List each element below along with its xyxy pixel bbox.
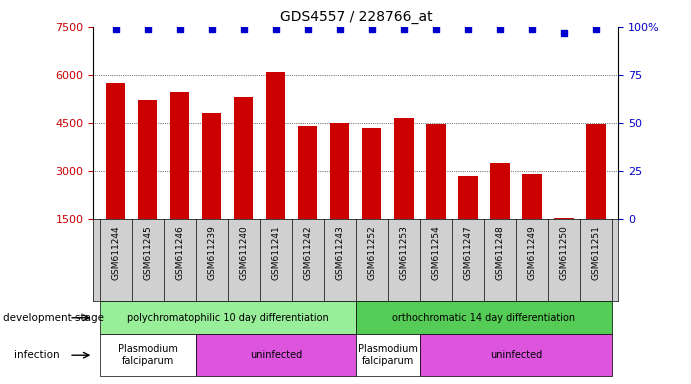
Text: GSM611251: GSM611251: [591, 225, 600, 280]
Bar: [362, 127, 381, 219]
Text: GSM611249: GSM611249: [527, 225, 536, 280]
Text: polychromatophilic 10 day differentiation: polychromatophilic 10 day differentiatio…: [127, 313, 329, 323]
Text: Plasmodium
falciparum: Plasmodium falciparum: [358, 344, 418, 366]
Bar: [234, 97, 254, 219]
Bar: [299, 126, 317, 219]
Bar: [491, 163, 509, 219]
Bar: [426, 124, 446, 219]
Text: GSM611254: GSM611254: [431, 225, 440, 280]
Bar: [330, 123, 350, 219]
Bar: [196, 334, 356, 376]
Text: GSM611244: GSM611244: [111, 225, 120, 280]
Bar: [356, 301, 612, 334]
Text: Plasmodium
falciparum: Plasmodium falciparum: [117, 344, 178, 366]
Text: infection: infection: [14, 350, 59, 360]
Text: GSM611242: GSM611242: [303, 225, 312, 280]
Text: uninfected: uninfected: [249, 350, 302, 360]
Text: orthochromatic 14 day differentiation: orthochromatic 14 day differentiation: [392, 313, 576, 323]
Text: GSM611241: GSM611241: [272, 225, 281, 280]
Bar: [202, 113, 221, 219]
Text: GSM611243: GSM611243: [335, 225, 344, 280]
Text: GSM611252: GSM611252: [368, 225, 377, 280]
Text: GSM611246: GSM611246: [176, 225, 184, 280]
Text: development stage: development stage: [3, 313, 104, 323]
Bar: [458, 176, 477, 219]
Text: uninfected: uninfected: [490, 350, 542, 360]
Bar: [138, 101, 158, 219]
Text: GSM611248: GSM611248: [495, 225, 504, 280]
Text: GSM611240: GSM611240: [239, 225, 248, 280]
Bar: [106, 83, 125, 219]
Text: GSM611253: GSM611253: [399, 225, 408, 280]
Bar: [356, 334, 420, 376]
Text: GSM611239: GSM611239: [207, 225, 216, 280]
Text: GSM611247: GSM611247: [464, 225, 473, 280]
Bar: [266, 72, 285, 219]
Bar: [100, 334, 196, 376]
Bar: [554, 218, 574, 219]
Bar: [395, 118, 413, 219]
Bar: [100, 301, 356, 334]
Bar: [522, 174, 542, 219]
Text: GSM611245: GSM611245: [143, 225, 152, 280]
Text: GSM611250: GSM611250: [560, 225, 569, 280]
Bar: [587, 124, 605, 219]
Bar: [170, 93, 189, 219]
Bar: [420, 334, 612, 376]
Title: GDS4557 / 228766_at: GDS4557 / 228766_at: [280, 10, 432, 25]
